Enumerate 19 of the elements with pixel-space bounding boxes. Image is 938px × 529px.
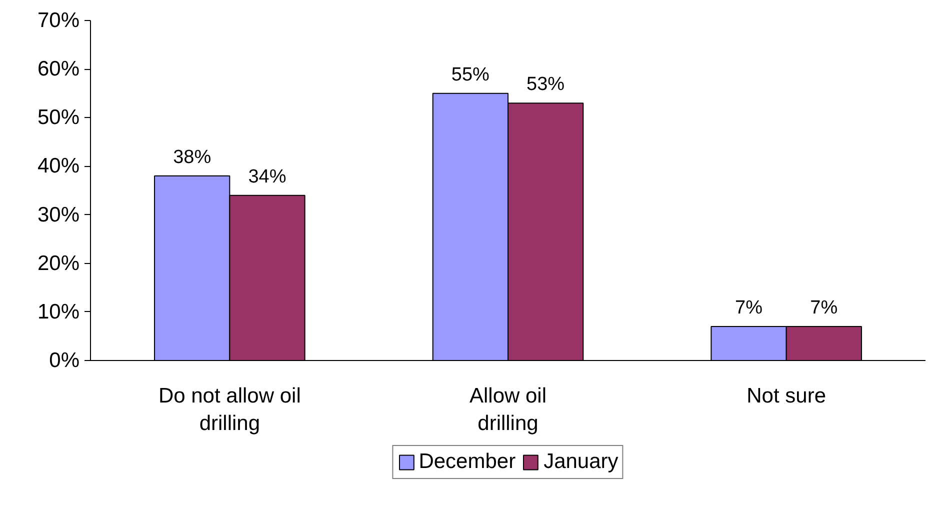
x-tick-label: Allow oil drilling [469, 384, 547, 436]
y-tick-label: 20% [37, 252, 80, 275]
data-label: 34% [248, 166, 286, 188]
legend-label: December [418, 450, 516, 474]
x-tick-label: Do not allow oil drilling [158, 384, 301, 436]
y-tick-label: 40% [37, 154, 80, 178]
y-tick-label: 50% [37, 106, 80, 130]
data-label: 7% [735, 298, 763, 318]
data-label: 38% [173, 146, 212, 168]
y-tick-label: 30% [37, 203, 80, 226]
y-tick-label: 10% [37, 300, 80, 324]
x-tick-label: Not sure [746, 384, 826, 408]
y-tick-label: 60% [37, 58, 80, 81]
data-label: 55% [451, 64, 490, 86]
y-tick-label: 0% [49, 349, 80, 372]
legend-label: January [544, 450, 618, 474]
data-label: 7% [810, 298, 838, 318]
data-label: 53% [526, 74, 565, 96]
y-tick-label: 70% [37, 9, 80, 32]
